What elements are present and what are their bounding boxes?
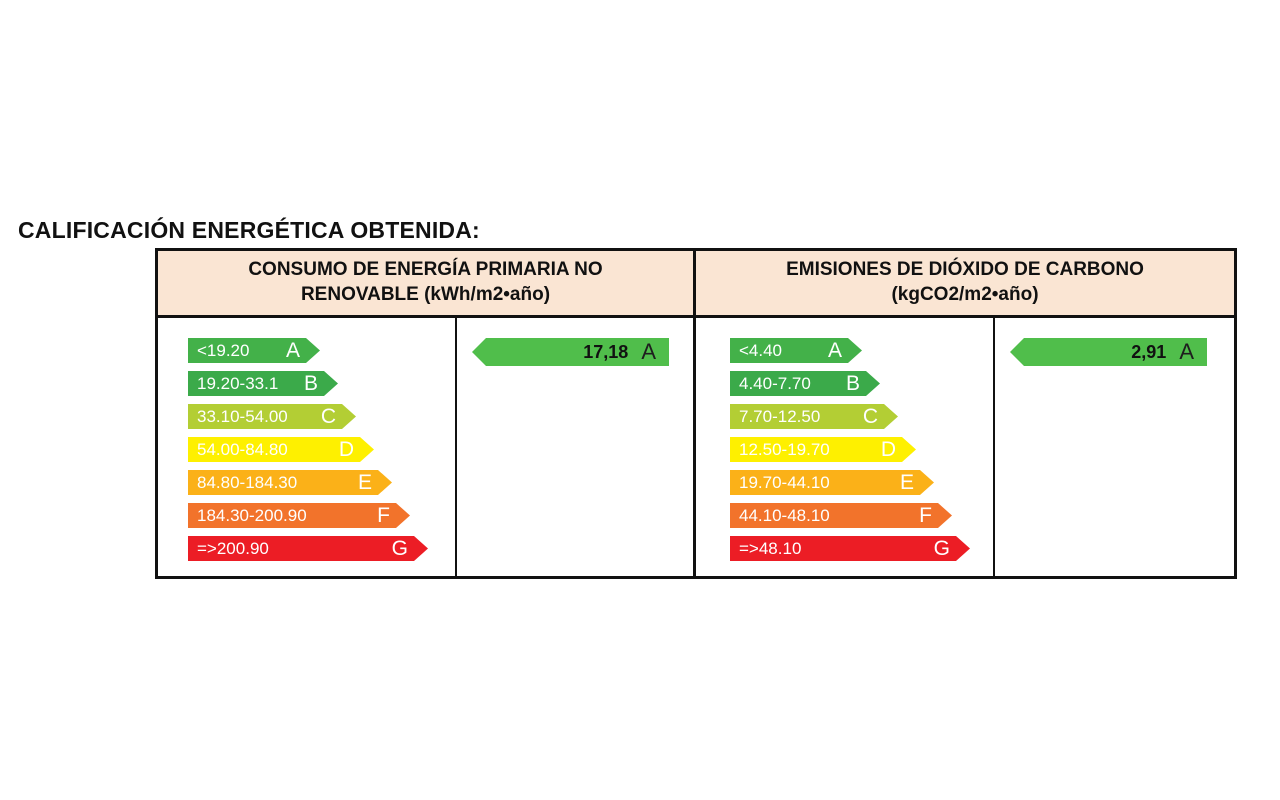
header-cell-emisiones: EMISIONES DE DIÓXIDO DE CARBONO (kgCO2/m…: [696, 251, 1234, 315]
scale-range-label: 19.70-44.10: [739, 472, 830, 492]
scale-range-label: 84.80-184.30: [197, 472, 298, 492]
scale-range-label: <4.40: [739, 340, 783, 360]
scale-range-label: 19.20-33.1: [197, 373, 279, 393]
scale-range-label: 184.30-200.90: [197, 505, 307, 525]
scale-bar-a: <19.20 A: [188, 338, 320, 363]
scale-letter-label: B: [845, 372, 860, 395]
scale-letter-label: C: [862, 405, 878, 428]
scale-range-label: 44.10-48.10: [739, 505, 830, 525]
emisiones-column: <4.40 A 4.40-7.70 B 7.70-12.50 C 12.50-19.70 D 1…: [696, 318, 1234, 576]
scale-letter-label: E: [899, 471, 914, 494]
consumo-result-cell: 17,18 A: [457, 318, 693, 576]
header-emisiones-line2: (kgCO2/m2•año): [891, 284, 1039, 305]
header-consumo-line2: RENOVABLE (kWh/m2•año): [300, 284, 551, 305]
scale-range-label: 54.00-84.80: [197, 439, 288, 459]
emisiones-result-value: 2,91: [1131, 341, 1167, 362]
consumo-result-letter: A: [641, 339, 656, 364]
scale-range-label: 4.40-7.70: [739, 373, 811, 393]
scale-letter-label: A: [827, 339, 842, 362]
scale-letter-label: A: [285, 339, 300, 362]
scale-range-label: =>200.90: [197, 538, 269, 558]
emisiones-scale-cell: <4.40 A 4.40-7.70 B 7.70-12.50 C 12.50-19.70 D 1…: [696, 318, 995, 576]
consumo-rating-scale: <19.20 A 19.20-33.1 B 33.10-54.00 C 54.00-84.8…: [188, 338, 455, 561]
scale-bar-a: <4.40 A: [730, 338, 862, 363]
scale-bar-c: 33.10-54.00 C: [188, 404, 356, 429]
scale-bar-b: 4.40-7.70 B: [730, 371, 880, 396]
consumo-column: <19.20 A 19.20-33.1 B 33.10-54.00 C 54.00-84.8…: [158, 318, 696, 576]
scale-bar-d: 54.00-84.80 D: [188, 437, 374, 462]
scale-bar-e: 84.80-184.30 E: [188, 470, 392, 495]
scale-letter-label: D: [338, 438, 354, 461]
scale-range-label: 7.70-12.50: [739, 406, 821, 426]
scale-range-label: <19.20: [197, 340, 250, 360]
page-title: CALIFICACIÓN ENERGÉTICA OBTENIDA:: [18, 217, 480, 243]
table-header-row: CONSUMO DE ENERGÍA PRIMARIA NO RENOVABLE…: [158, 251, 1234, 318]
scale-range-label: 33.10-54.00: [197, 406, 288, 426]
scale-range-label: 12.50-19.70: [739, 439, 830, 459]
rating-table: CONSUMO DE ENERGÍA PRIMARIA NO RENOVABLE…: [155, 248, 1237, 579]
emisiones-result-cell: 2,91 A: [995, 318, 1234, 576]
consumo-result-arrow: 17,18 A: [472, 338, 669, 366]
scale-letter-label: D: [880, 438, 896, 461]
emisiones-rating-scale: <4.40 A 4.40-7.70 B 7.70-12.50 C 12.50-19.70 D 1…: [730, 338, 993, 561]
scale-bar-g: =>48.10 G: [730, 536, 970, 561]
scale-bar-e: 19.70-44.10 E: [730, 470, 934, 495]
scale-bar-f: 44.10-48.10 F: [730, 503, 952, 528]
header-consumo-line1: CONSUMO DE ENERGÍA PRIMARIA NO: [248, 259, 603, 281]
scale-letter-label: C: [320, 405, 336, 428]
scale-letter-label: F: [919, 504, 932, 527]
scale-bar-g: =>200.90 G: [188, 536, 428, 561]
scale-letter-label: G: [933, 537, 950, 560]
scale-bar-f: 184.30-200.90 F: [188, 503, 410, 528]
scale-letter-label: B: [303, 372, 318, 395]
scale-bar-b: 19.20-33.1 B: [188, 371, 338, 396]
consumo-result-value: 17,18: [583, 341, 629, 362]
scale-letter-label: G: [391, 537, 408, 560]
scale-bar-c: 7.70-12.50 C: [730, 404, 898, 429]
header-cell-consumo: CONSUMO DE ENERGÍA PRIMARIA NO RENOVABLE…: [158, 251, 696, 315]
table-body-row: <19.20 A 19.20-33.1 B 33.10-54.00 C 54.00-84.8…: [158, 318, 1234, 576]
scale-letter-label: F: [377, 504, 390, 527]
scale-bar-d: 12.50-19.70 D: [730, 437, 916, 462]
consumo-scale-cell: <19.20 A 19.20-33.1 B 33.10-54.00 C 54.00-84.8…: [158, 318, 457, 576]
emisiones-result-letter: A: [1179, 339, 1194, 364]
emisiones-result-arrow: 2,91 A: [1010, 338, 1207, 366]
scale-range-label: =>48.10: [739, 538, 802, 558]
scale-letter-label: E: [357, 471, 372, 494]
header-emisiones-line1: EMISIONES DE DIÓXIDO DE CARBONO: [786, 259, 1144, 281]
